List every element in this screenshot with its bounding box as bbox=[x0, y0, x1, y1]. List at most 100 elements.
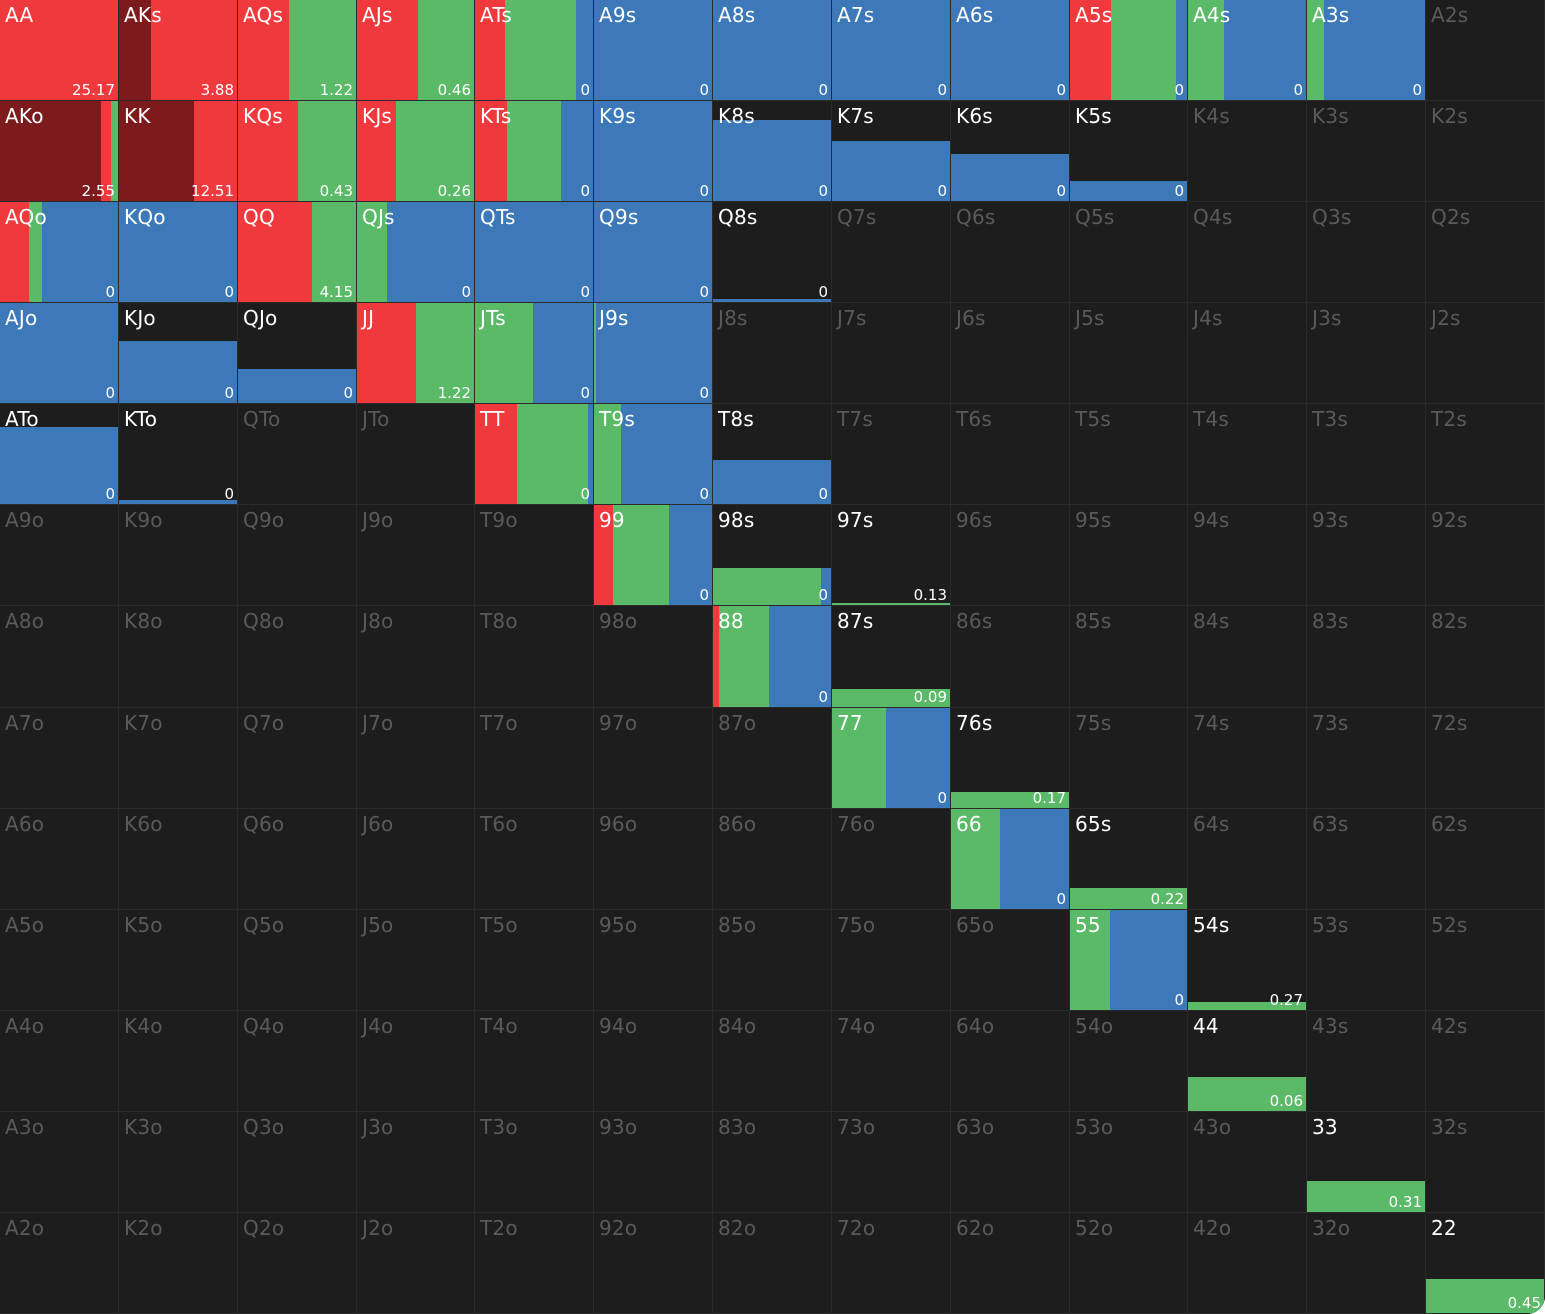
hand-cell-K2s[interactable]: K2s bbox=[1426, 101, 1545, 202]
hand-cell-T6o[interactable]: T6o bbox=[475, 809, 594, 910]
hand-cell-52o[interactable]: 52o bbox=[1070, 1213, 1188, 1314]
hand-cell-Q6o[interactable]: Q6o bbox=[238, 809, 357, 910]
hand-cell-44[interactable]: 44 0.06 bbox=[1188, 1011, 1307, 1112]
hand-cell-A8o[interactable]: A8o bbox=[0, 606, 119, 708]
hand-cell-AQs[interactable]: AQs 1.22 bbox=[238, 0, 357, 101]
hand-cell-94s[interactable]: 94s bbox=[1188, 505, 1307, 606]
hand-cell-97o[interactable]: 97o bbox=[594, 708, 713, 809]
hand-cell-86s[interactable]: 86s bbox=[951, 606, 1070, 708]
hand-cell-84o[interactable]: 84o bbox=[713, 1011, 832, 1112]
hand-cell-83o[interactable]: 83o bbox=[713, 1112, 832, 1213]
hand-cell-T5o[interactable]: T5o bbox=[475, 910, 594, 1011]
hand-cell-AJs[interactable]: AJs 0.46 bbox=[357, 0, 475, 101]
hand-cell-KQo[interactable]: KQo 0 bbox=[119, 202, 238, 303]
hand-cell-J2o[interactable]: J2o bbox=[357, 1213, 475, 1314]
hand-cell-J6o[interactable]: J6o bbox=[357, 809, 475, 910]
hand-cell-85o[interactable]: 85o bbox=[713, 910, 832, 1011]
hand-cell-93o[interactable]: 93o bbox=[594, 1112, 713, 1213]
hand-cell-Q9s[interactable]: Q9s 0 bbox=[594, 202, 713, 303]
hand-cell-AKo[interactable]: AKo 2.55 bbox=[0, 101, 119, 202]
hand-cell-Q5o[interactable]: Q5o bbox=[238, 910, 357, 1011]
hand-cell-K6s[interactable]: K6s 0 bbox=[951, 101, 1070, 202]
hand-cell-AQo[interactable]: AQo 0 bbox=[0, 202, 119, 303]
hand-cell-KTo[interactable]: KTo 0 bbox=[119, 404, 238, 505]
hand-cell-92s[interactable]: 92s bbox=[1426, 505, 1545, 606]
hand-cell-Q3s[interactable]: Q3s bbox=[1307, 202, 1426, 303]
hand-cell-A5s[interactable]: A5s 0 bbox=[1070, 0, 1188, 101]
hand-cell-A2s[interactable]: A2s bbox=[1426, 0, 1545, 101]
hand-cell-Q9o[interactable]: Q9o bbox=[238, 505, 357, 606]
hand-cell-64o[interactable]: 64o bbox=[951, 1011, 1070, 1112]
hand-cell-83s[interactable]: 83s bbox=[1307, 606, 1426, 708]
hand-cell-T4o[interactable]: T4o bbox=[475, 1011, 594, 1112]
hand-cell-T7s[interactable]: T7s bbox=[832, 404, 951, 505]
hand-cell-98o[interactable]: 98o bbox=[594, 606, 713, 708]
hand-cell-54s[interactable]: 54s 0.27 bbox=[1188, 910, 1307, 1011]
hand-cell-K5s[interactable]: K5s 0 bbox=[1070, 101, 1188, 202]
hand-cell-T4s[interactable]: T4s bbox=[1188, 404, 1307, 505]
hand-cell-75s[interactable]: 75s bbox=[1070, 708, 1188, 809]
hand-cell-A9o[interactable]: A9o bbox=[0, 505, 119, 606]
hand-cell-98s[interactable]: 98s 0 bbox=[713, 505, 832, 606]
hand-cell-K6o[interactable]: K6o bbox=[119, 809, 238, 910]
hand-cell-T2s[interactable]: T2s bbox=[1426, 404, 1545, 505]
hand-cell-A6s[interactable]: A6s 0 bbox=[951, 0, 1070, 101]
hand-cell-62s[interactable]: 62s bbox=[1426, 809, 1545, 910]
hand-cell-Q2s[interactable]: Q2s bbox=[1426, 202, 1545, 303]
hand-cell-K3s[interactable]: K3s bbox=[1307, 101, 1426, 202]
hand-cell-K7o[interactable]: K7o bbox=[119, 708, 238, 809]
hand-cell-72s[interactable]: 72s bbox=[1426, 708, 1545, 809]
hand-cell-22[interactable]: 22 0.45 bbox=[1426, 1213, 1545, 1314]
hand-cell-J2s[interactable]: J2s bbox=[1426, 303, 1545, 404]
hand-cell-Q4s[interactable]: Q4s bbox=[1188, 202, 1307, 303]
hand-cell-T9o[interactable]: T9o bbox=[475, 505, 594, 606]
hand-cell-94o[interactable]: 94o bbox=[594, 1011, 713, 1112]
hand-cell-A9s[interactable]: A9s 0 bbox=[594, 0, 713, 101]
hand-cell-J3o[interactable]: J3o bbox=[357, 1112, 475, 1213]
hand-cell-85s[interactable]: 85s bbox=[1070, 606, 1188, 708]
hand-cell-J8s[interactable]: J8s bbox=[713, 303, 832, 404]
hand-cell-T5s[interactable]: T5s bbox=[1070, 404, 1188, 505]
hand-cell-95o[interactable]: 95o bbox=[594, 910, 713, 1011]
hand-cell-87o[interactable]: 87o bbox=[713, 708, 832, 809]
hand-cell-53s[interactable]: 53s bbox=[1307, 910, 1426, 1011]
hand-cell-A6o[interactable]: A6o bbox=[0, 809, 119, 910]
hand-cell-93s[interactable]: 93s bbox=[1307, 505, 1426, 606]
hand-cell-K8s[interactable]: K8s 0 bbox=[713, 101, 832, 202]
hand-cell-Q3o[interactable]: Q3o bbox=[238, 1112, 357, 1213]
hand-cell-95s[interactable]: 95s bbox=[1070, 505, 1188, 606]
hand-cell-99[interactable]: 99 0 bbox=[594, 505, 713, 606]
hand-cell-KK[interactable]: KK 12.51 bbox=[119, 101, 238, 202]
hand-cell-A3o[interactable]: A3o bbox=[0, 1112, 119, 1213]
hand-cell-A2o[interactable]: A2o bbox=[0, 1213, 119, 1314]
hand-cell-T7o[interactable]: T7o bbox=[475, 708, 594, 809]
hand-cell-J7s[interactable]: J7s bbox=[832, 303, 951, 404]
hand-cell-63o[interactable]: 63o bbox=[951, 1112, 1070, 1213]
hand-cell-33[interactable]: 33 0.31 bbox=[1307, 1112, 1426, 1213]
hand-cell-32s[interactable]: 32s bbox=[1426, 1112, 1545, 1213]
hand-cell-AA[interactable]: AA 25.17 bbox=[0, 0, 119, 101]
hand-cell-K4s[interactable]: K4s bbox=[1188, 101, 1307, 202]
hand-cell-K9o[interactable]: K9o bbox=[119, 505, 238, 606]
hand-cell-52s[interactable]: 52s bbox=[1426, 910, 1545, 1011]
hand-cell-T3s[interactable]: T3s bbox=[1307, 404, 1426, 505]
hand-cell-76s[interactable]: 76s 0.17 bbox=[951, 708, 1070, 809]
hand-cell-K4o[interactable]: K4o bbox=[119, 1011, 238, 1112]
hand-cell-65o[interactable]: 65o bbox=[951, 910, 1070, 1011]
hand-cell-QJs[interactable]: QJs 0 bbox=[357, 202, 475, 303]
hand-cell-96o[interactable]: 96o bbox=[594, 809, 713, 910]
hand-cell-55[interactable]: 55 0 bbox=[1070, 910, 1188, 1011]
hand-cell-J8o[interactable]: J8o bbox=[357, 606, 475, 708]
hand-cell-42s[interactable]: 42s bbox=[1426, 1011, 1545, 1112]
hand-cell-76o[interactable]: 76o bbox=[832, 809, 951, 910]
hand-cell-Q5s[interactable]: Q5s bbox=[1070, 202, 1188, 303]
hand-cell-JJ[interactable]: JJ 1.22 bbox=[357, 303, 475, 404]
hand-cell-AKs[interactable]: AKs 3.88 bbox=[119, 0, 238, 101]
hand-cell-ATo[interactable]: ATo 0 bbox=[0, 404, 119, 505]
hand-cell-J5s[interactable]: J5s bbox=[1070, 303, 1188, 404]
hand-cell-73o[interactable]: 73o bbox=[832, 1112, 951, 1213]
hand-cell-KJo[interactable]: KJo 0 bbox=[119, 303, 238, 404]
hand-cell-82o[interactable]: 82o bbox=[713, 1213, 832, 1314]
hand-cell-JTo[interactable]: JTo bbox=[357, 404, 475, 505]
hand-cell-QQ[interactable]: QQ 4.15 bbox=[238, 202, 357, 303]
